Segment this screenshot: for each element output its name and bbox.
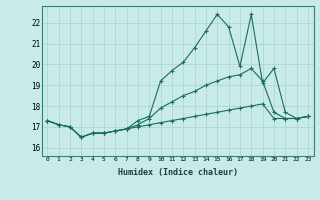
- X-axis label: Humidex (Indice chaleur): Humidex (Indice chaleur): [118, 168, 237, 177]
